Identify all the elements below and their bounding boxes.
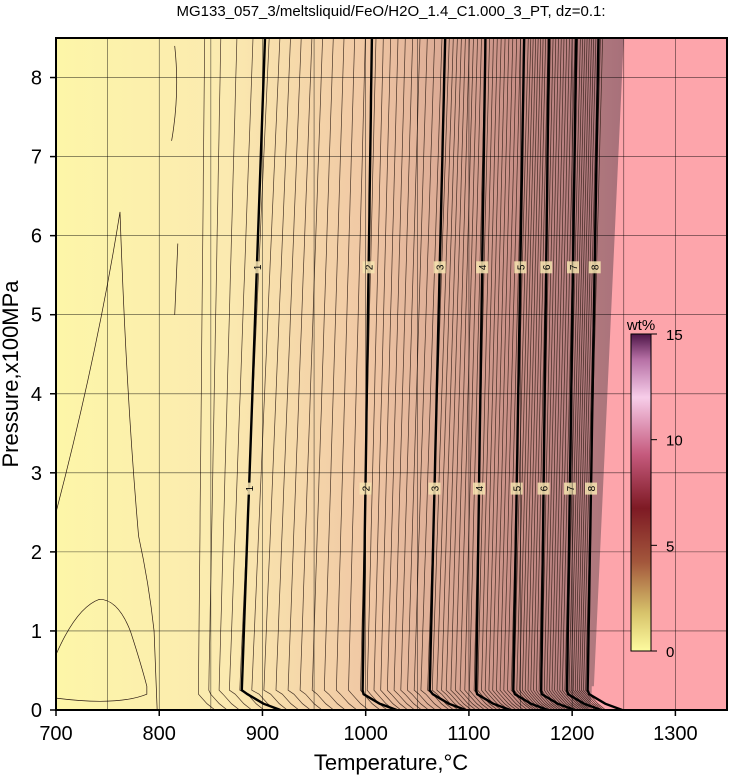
x-axis-label: Temperature,°C: [314, 750, 468, 775]
contour-label-box: [476, 261, 489, 274]
low-temperature-contours: [56, 45, 179, 710]
contour-label: 3: [433, 261, 447, 274]
contour-label-text: 5: [513, 485, 524, 491]
colorbar-tick-label: 10: [666, 433, 683, 450]
chart-title: MG133_057_3/meltsliquid/FeO/H2O_1.4_C1.0…: [176, 3, 605, 20]
plot-area: 1 1 2 2 3 3 4 4 5 5 6 6 7 7 8 8: [56, 38, 727, 710]
contour-label-text: 2: [362, 485, 373, 491]
contour-label: 4: [473, 482, 486, 495]
minor-contour-line: [56, 211, 158, 710]
x-tick-label: 800: [143, 723, 176, 745]
contour-label-text: 6: [542, 264, 553, 270]
contour-label-box: [537, 482, 550, 495]
x-axis: 700 800 900 1000 1100 1200 1300: [39, 710, 698, 745]
contour-label-box: [563, 482, 576, 495]
contour-label: 1: [250, 261, 264, 274]
contour-label-box: [250, 261, 263, 274]
contour-label-box: [473, 482, 485, 495]
colorbar-tick-label: 0: [666, 644, 674, 661]
contour-label-text: 3: [431, 485, 442, 491]
colorbar-tick-label: 5: [666, 538, 674, 555]
colorbar-tick-label: 15: [666, 327, 683, 344]
colorbar-scale: [630, 333, 652, 652]
y-tick-label: 2: [31, 542, 42, 564]
contour-label-text: 5: [516, 264, 527, 270]
contour-label-box: [588, 261, 601, 274]
contour-label-text: 1: [253, 264, 264, 270]
y-tick-label: 0: [31, 700, 42, 722]
contour-label-text: 4: [475, 485, 486, 491]
contour-label: 5: [510, 482, 524, 495]
contour-label-text: 2: [365, 264, 376, 270]
y-axis: 0 1 2 3 4 5 6 7 8: [31, 68, 56, 722]
contour-label-text: 6: [540, 485, 551, 491]
melt-field: [56, 38, 624, 710]
y-tick-label: 8: [31, 68, 42, 90]
y-tick-label: 7: [31, 147, 42, 169]
minor-contour-line: [171, 45, 179, 315]
contour-label: 8: [585, 482, 598, 495]
contour-label-box: [567, 261, 579, 274]
x-tick-label: 1300: [653, 723, 698, 745]
contour-label: 2: [362, 261, 376, 274]
plot-frame: [55, 37, 728, 711]
x-tick-label: 700: [39, 723, 72, 745]
x-tick-label: 1200: [550, 723, 595, 745]
contour-label-text: 8: [591, 264, 602, 270]
y-axis-label: Pressure,x100MPa: [0, 280, 23, 468]
y-tick-label: 5: [31, 305, 42, 327]
contour-label-box: [433, 261, 446, 274]
y-tick-label: 4: [31, 384, 42, 406]
colorbar-label: wt%: [626, 317, 655, 334]
contour-label-box: [510, 482, 523, 495]
contour-label-text: 3: [436, 264, 447, 270]
contour-label-box: [243, 482, 255, 495]
contour-label: 4: [476, 261, 489, 274]
contour-label-text: 8: [587, 485, 598, 491]
contour-label-text: 1: [245, 485, 256, 491]
contour-label-box: [428, 482, 441, 495]
grid: [56, 38, 727, 710]
contour-label: 8: [588, 261, 602, 274]
contour-label: 6: [540, 261, 553, 274]
contour-label: 7: [567, 261, 580, 274]
contour-label-box: [585, 482, 597, 495]
contour-label-text: 7: [566, 485, 577, 491]
contour-label: 3: [428, 482, 442, 495]
y-tick-label: 1: [31, 621, 42, 643]
contour-label: 1: [243, 482, 256, 495]
x-tick-label: 900: [246, 723, 279, 745]
x-tick-label: 1100: [447, 723, 490, 745]
contour-label-text: 4: [478, 264, 489, 270]
contour-label-box: [540, 261, 553, 274]
contour-label: 6: [537, 482, 551, 495]
y-tick-label: 3: [31, 463, 42, 485]
contour-label: 2: [359, 482, 373, 495]
colorbar: wt% 0 5 10 15: [626, 317, 683, 661]
x-tick-label: 1000: [343, 723, 388, 745]
contour-label: 7: [563, 482, 577, 495]
y-tick-label: 6: [31, 226, 42, 248]
contour-label-text: 7: [569, 264, 580, 270]
